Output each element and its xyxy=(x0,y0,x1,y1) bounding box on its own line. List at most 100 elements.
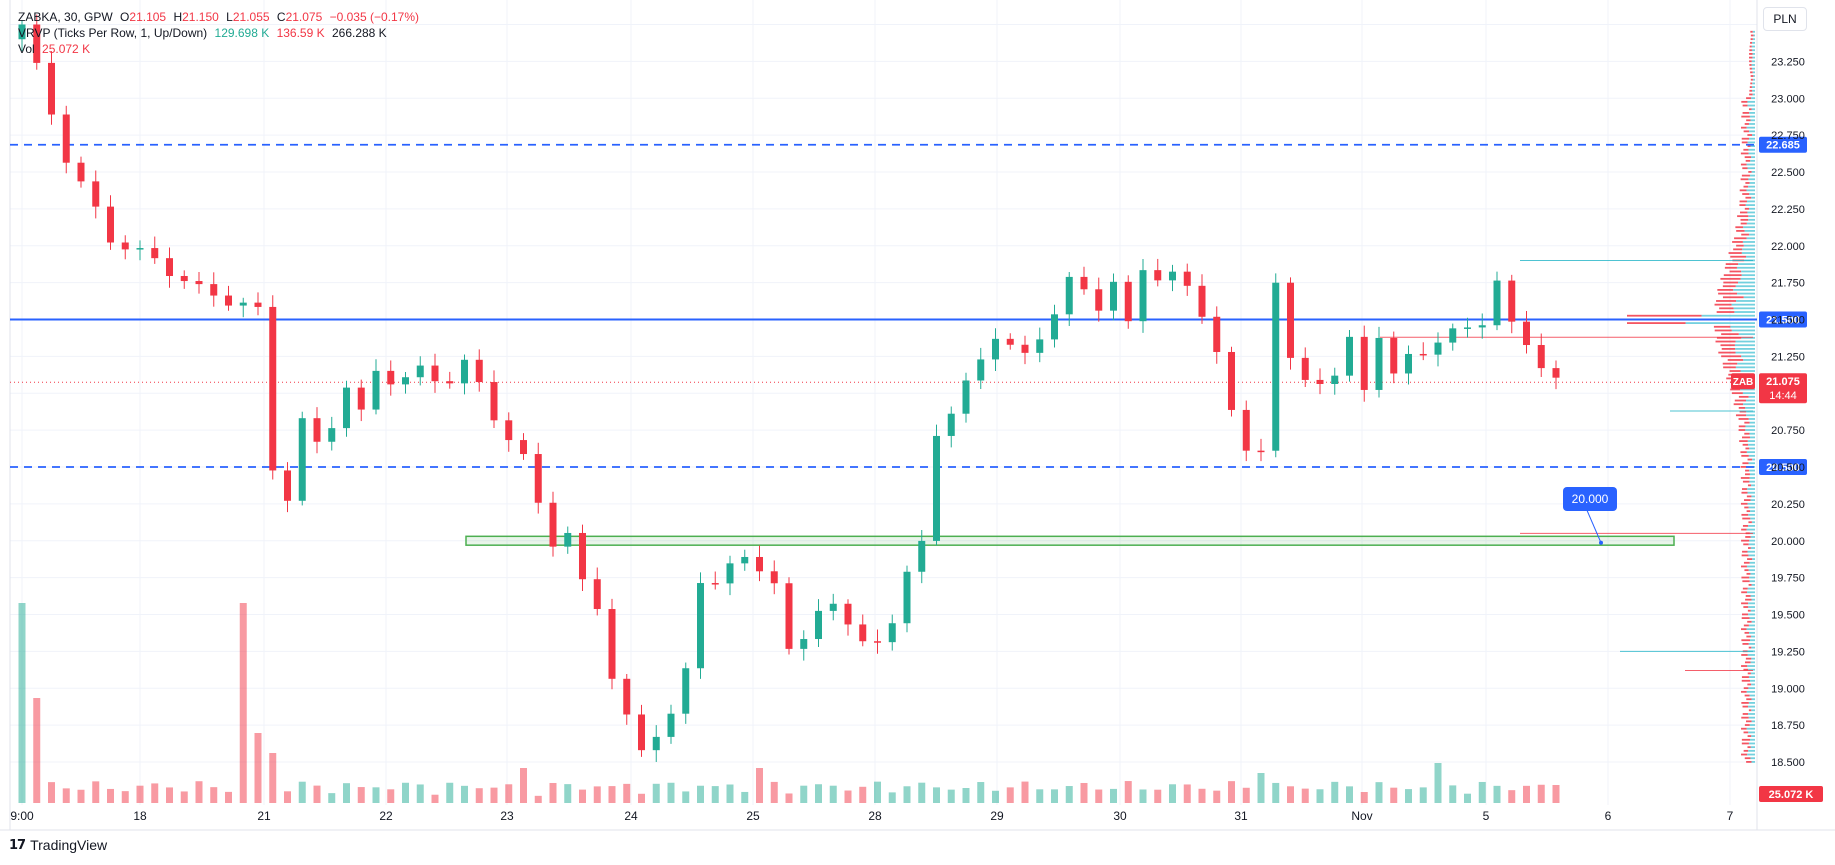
volume-label[interactable]: Vol xyxy=(18,42,35,56)
volume-bar xyxy=(1257,773,1265,803)
candle-body xyxy=(446,381,454,384)
vp-bar-up xyxy=(1737,362,1755,365)
vp-bar-down xyxy=(1739,440,1748,442)
volume-bar xyxy=(918,782,926,803)
volume-bar xyxy=(903,786,911,803)
vp-bar-down xyxy=(1744,569,1749,572)
vp-bar-up xyxy=(1749,694,1755,697)
candle-body xyxy=(608,609,616,679)
candle xyxy=(815,599,822,647)
vp-bar-up xyxy=(1748,218,1755,221)
price-axis-tick: 20.750 xyxy=(1771,425,1805,437)
volume-bar xyxy=(461,785,468,803)
vp-bar-down xyxy=(1741,676,1749,678)
vp-bar-down xyxy=(1746,761,1752,763)
vp-bar-up xyxy=(1743,403,1755,406)
vrvp-label[interactable]: VRVP (Ticks Per Row, 1, Up/Down) xyxy=(18,26,208,40)
vp-bar-down xyxy=(1747,145,1751,147)
vp-bar-down xyxy=(1736,244,1744,247)
vp-bar-up xyxy=(1745,429,1755,431)
vp-bar-up xyxy=(1749,174,1755,177)
vp-bar-down xyxy=(1735,226,1744,229)
vp-bar-up xyxy=(1701,314,1755,317)
vp-bar-down xyxy=(1750,34,1754,37)
vp-bar-up xyxy=(1741,252,1755,254)
candle-body xyxy=(977,359,985,381)
vp-bar-down xyxy=(1745,159,1751,162)
vp-bar-up xyxy=(1751,45,1755,48)
candle xyxy=(77,156,85,188)
volume-bar xyxy=(520,768,527,803)
volume-bar xyxy=(1065,786,1073,803)
vp-bar-up xyxy=(1748,624,1755,627)
vp-bar-down xyxy=(1743,561,1750,564)
candle-body xyxy=(77,162,85,182)
vp-bar-down xyxy=(1748,547,1751,549)
volume-bar xyxy=(48,782,55,803)
vp-bar-up xyxy=(1735,351,1755,354)
vp-bar-down xyxy=(1739,410,1747,413)
high-label: H xyxy=(173,10,183,24)
vp-bar-up xyxy=(1749,469,1755,472)
vp-bar-down xyxy=(1741,491,1748,494)
vp-bar-down xyxy=(1747,609,1751,612)
time-axis-tick: 5 xyxy=(1483,809,1490,823)
tradingview-brand[interactable]: 𝟭𝟳 TradingView xyxy=(9,837,107,853)
vp-bar-up xyxy=(1751,646,1755,649)
time-axis-tick: 23 xyxy=(500,809,514,823)
candle xyxy=(343,380,350,437)
vp-bar-down xyxy=(1745,447,1750,450)
symbol-label[interactable]: ZABKA, 30, GPW xyxy=(18,10,113,24)
vp-bar-up xyxy=(1752,78,1755,81)
volume-profile xyxy=(1380,30,1755,763)
candle xyxy=(1390,331,1398,384)
price-axis-tick: 20.250 xyxy=(1771,499,1805,511)
price-axis: 23.50023.25023.00022.75022.50022.25022.0… xyxy=(1771,20,1805,770)
vp-bar-down xyxy=(1743,543,1749,546)
candle xyxy=(402,371,409,394)
volume-bar xyxy=(33,698,41,803)
vp-bar-up xyxy=(1736,300,1755,302)
vp-bar-up xyxy=(1750,679,1755,682)
volume-bar xyxy=(726,784,734,803)
vp-bar-down xyxy=(1750,75,1754,77)
vp-bar-up xyxy=(1735,366,1755,369)
candle-body xyxy=(1316,379,1324,384)
candle-body xyxy=(1228,351,1235,410)
vp-bar-down xyxy=(1717,289,1734,291)
vp-bar-down xyxy=(1741,513,1749,516)
vp-bar-down xyxy=(1740,502,1748,505)
candle xyxy=(579,524,586,592)
candle-body xyxy=(1375,337,1383,390)
vp-bar-up xyxy=(1750,746,1755,749)
candle-body xyxy=(638,714,645,751)
vp-bar-down xyxy=(1740,218,1749,221)
vp-bar-down xyxy=(1735,414,1747,417)
candle-body xyxy=(770,571,778,584)
vp-bar-down xyxy=(1738,418,1749,420)
vp-bar-up xyxy=(1752,89,1755,92)
vp-bar-up xyxy=(1746,126,1755,129)
vp-bar-up xyxy=(1738,263,1755,265)
price-level-value: 22.685 xyxy=(1766,140,1800,152)
symbol-tag xyxy=(1731,373,1755,390)
vp-bar-up xyxy=(1742,241,1755,243)
vp-bar-up xyxy=(1744,230,1755,232)
vp-bar-down xyxy=(1739,211,1748,214)
vp-bar-down xyxy=(1744,506,1749,509)
candle xyxy=(431,353,439,393)
time-axis-tick: 7 xyxy=(1727,809,1734,823)
currency-button[interactable]: PLN xyxy=(1763,7,1807,31)
tradingview-logo-icon: 𝟭𝟳 xyxy=(9,837,26,852)
volume-bar xyxy=(1124,781,1132,803)
candle xyxy=(1006,333,1014,350)
volume-bar xyxy=(180,791,188,803)
annotation-dot xyxy=(1599,540,1603,545)
vp-bar-up xyxy=(1747,488,1755,490)
volume-bar xyxy=(1110,788,1117,803)
candle xyxy=(977,347,985,390)
vp-bar-up xyxy=(1751,584,1755,586)
candle-body xyxy=(1095,289,1103,311)
volume-bar xyxy=(638,793,645,803)
